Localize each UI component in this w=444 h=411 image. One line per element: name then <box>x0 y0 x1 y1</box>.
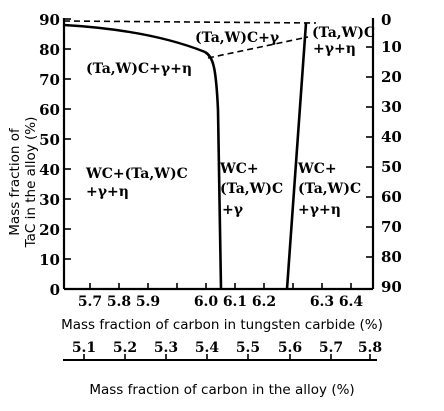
right-tick-60: 60 <box>381 188 402 206</box>
secondary-tick-5.1: 5.1 <box>72 340 96 356</box>
right-tick-10: 10 <box>381 38 402 56</box>
upper-boundary-solid <box>63 23 206 54</box>
right-tick-80: 80 <box>381 248 402 266</box>
bottom-tick-5.9: 5.9 <box>136 294 160 310</box>
left-tick-70: 70 <box>39 71 60 89</box>
left-axis-label-line1: Mass fraction of <box>7 127 23 236</box>
left-tick-30: 30 <box>39 191 60 209</box>
bottom-axis-label: Mass fraction of carbon in tungsten carb… <box>61 317 383 333</box>
left-axis-label-line2: TaC in the alloy (%) <box>23 117 39 249</box>
lower-dashed-boundary <box>207 36 309 59</box>
region-left-lower-line2: +γ+η <box>86 184 129 200</box>
region-left-upper: (Ta,W)C+γ+η <box>86 61 192 77</box>
left-axis-ticks <box>64 18 71 260</box>
left-tick-90: 90 <box>39 11 60 29</box>
right-tick-0: 0 <box>381 11 391 29</box>
secondary-tick-5.8: 5.8 <box>358 340 382 356</box>
region-top-center: (Ta,W)C+γ <box>195 30 280 46</box>
bottom-tick-6.0: 6.0 <box>194 294 219 310</box>
right-tick-40: 40 <box>381 128 402 146</box>
region-top-right-line1: (Ta,W)C <box>312 25 375 41</box>
left-vertical-boundary <box>204 50 223 290</box>
right-tick-20: 20 <box>381 68 402 86</box>
bottom-tick-6.1: 6.1 <box>223 294 247 310</box>
left-tick-80: 80 <box>39 41 60 59</box>
secondary-axis-label: Mass fraction of carbon in the alloy (%) <box>89 382 354 398</box>
secondary-tick-5.4: 5.4 <box>195 340 220 356</box>
region-right-line2: (Ta,W)C <box>298 181 361 197</box>
region-top-right-line2: +γ+η <box>313 41 356 57</box>
left-tick-20: 20 <box>39 221 60 239</box>
upper-dashed-boundary <box>63 20 317 24</box>
secondary-tick-5.5: 5.5 <box>236 340 260 356</box>
region-left-lower-line1: WC+(Ta,W)C <box>85 166 188 182</box>
right-tick-30: 30 <box>381 98 402 116</box>
left-tick-60: 60 <box>39 101 60 119</box>
left-tick-10: 10 <box>39 251 60 269</box>
right-tick-90: 90 <box>381 278 402 296</box>
left-tick-0: 0 <box>50 281 60 299</box>
bottom-tick-5.8: 5.8 <box>107 294 131 310</box>
right-vertical-boundary <box>285 22 308 290</box>
secondary-tick-5.3: 5.3 <box>154 340 178 356</box>
bottom-tick-5.7: 5.7 <box>78 294 102 310</box>
secondary-tick-5.2: 5.2 <box>113 340 137 356</box>
right-axis-ticks <box>366 46 373 258</box>
secondary-tick-5.6: 5.6 <box>278 340 302 356</box>
region-center-line3: +γ <box>222 202 244 218</box>
region-center-line2: (Ta,W)C <box>220 181 283 197</box>
secondary-axis-ticks <box>83 354 371 360</box>
region-right-line1: WC+ <box>297 161 337 177</box>
left-tick-50: 50 <box>39 131 60 149</box>
bottom-tick-6.2: 6.2 <box>252 294 276 310</box>
right-tick-70: 70 <box>381 218 402 236</box>
bottom-tick-6.3: 6.3 <box>310 294 334 310</box>
region-center-line1: WC+ <box>219 161 259 177</box>
left-tick-40: 40 <box>39 161 60 179</box>
bottom-axis-ticks <box>89 283 352 289</box>
secondary-tick-5.7: 5.7 <box>319 340 343 356</box>
bottom-tick-6.4: 6.4 <box>339 294 364 310</box>
right-tick-50: 50 <box>381 158 402 176</box>
region-right-line3: +γ+η <box>298 202 341 218</box>
